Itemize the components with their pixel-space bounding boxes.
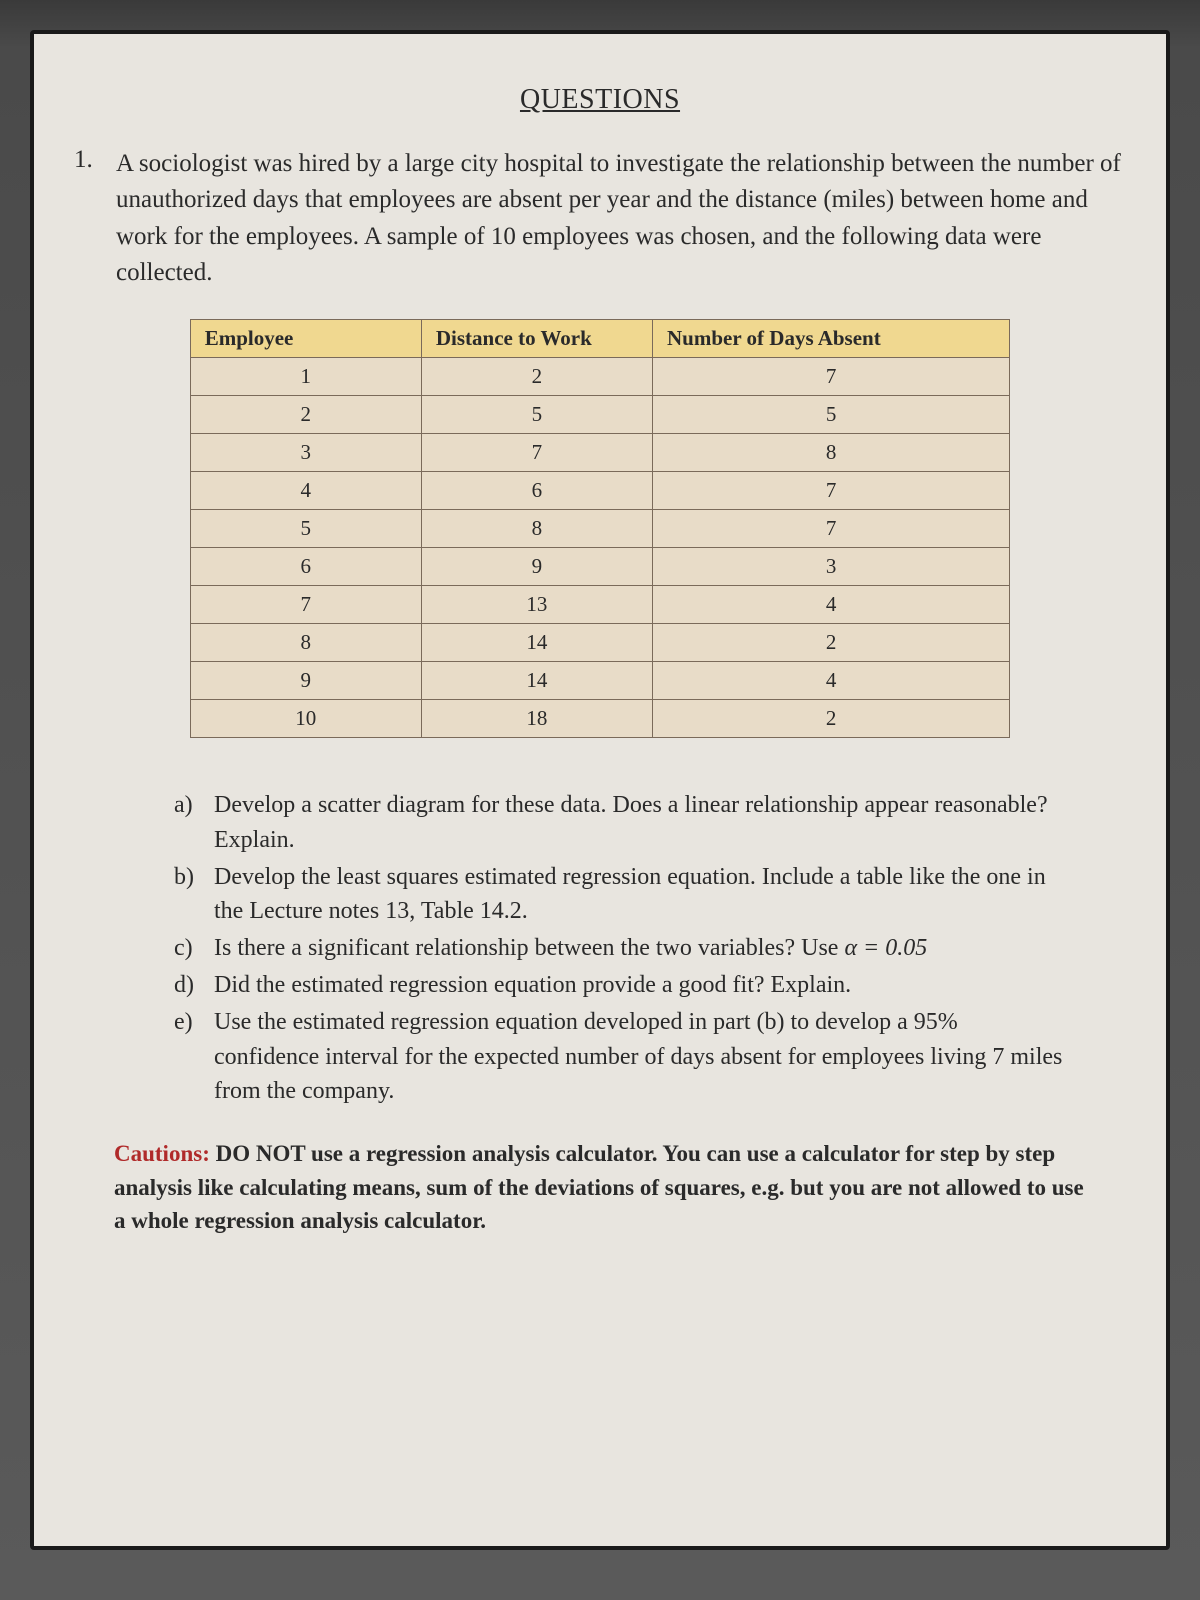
table-header-row: Employee Distance to Work Number of Days… [190,320,1010,358]
table-row: 127 [190,358,1010,396]
subquestion: a)Develop a scatter diagram for these da… [174,788,1066,858]
document-frame: QUESTIONS 1. A sociologist was hired by … [30,30,1170,1550]
table-cell: 13 [421,586,652,624]
table-cell: 7 [653,472,1010,510]
table-cell: 5 [190,510,421,548]
table-cell: 7 [190,586,421,624]
subquestion-label: d) [174,968,202,1003]
table-cell: 1 [190,358,421,396]
caution-text: DO NOT use a regression analysis calcula… [114,1141,1084,1233]
question-text: A sociologist was hired by a large city … [116,146,1126,291]
table-cell: 7 [421,434,652,472]
table-row: 467 [190,472,1010,510]
col-employee: Employee [190,320,421,358]
subquestion-label: e) [174,1005,202,1109]
employee-data-table: Employee Distance to Work Number of Days… [190,319,1011,738]
table-row: 10182 [190,700,1010,738]
table-cell: 8 [653,434,1010,472]
table-cell: 6 [190,548,421,586]
table-cell: 14 [421,662,652,700]
table-cell: 8 [421,510,652,548]
subquestion: b)Develop the least squares estimated re… [174,860,1066,930]
table-cell: 9 [421,548,652,586]
table-cell: 3 [653,548,1010,586]
table-cell: 4 [653,586,1010,624]
table-cell: 10 [190,700,421,738]
subquestion-text: Is there a significant relationship betw… [214,931,1066,966]
subquestion-text: Develop a scatter diagram for these data… [214,788,1066,858]
subquestion-list: a)Develop a scatter diagram for these da… [74,788,1126,1109]
caution-note: Cautions: DO NOT use a regression analys… [74,1137,1126,1237]
table-cell: 7 [653,358,1010,396]
table-cell: 4 [653,662,1010,700]
alpha-value: α = 0.05 [844,935,927,961]
table-cell: 2 [653,624,1010,662]
table-cell: 5 [421,396,652,434]
table-row: 587 [190,510,1010,548]
table-cell: 8 [190,624,421,662]
table-cell: 4 [190,472,421,510]
question-block: 1. A sociologist was hired by a large ci… [74,146,1126,291]
table-cell: 7 [653,510,1010,548]
subquestion-text: Use the estimated regression equation de… [214,1005,1066,1109]
table-row: 9144 [190,662,1010,700]
table-cell: 2 [421,358,652,396]
caution-label: Cautions: [114,1141,210,1166]
table-cell: 6 [421,472,652,510]
table-cell: 9 [190,662,421,700]
subquestion: d) Did the estimated regression equation … [174,968,1066,1003]
page-title: QUESTIONS [74,84,1126,116]
col-distance: Distance to Work [421,320,652,358]
table-cell: 2 [190,396,421,434]
table-row: 7134 [190,586,1010,624]
table-cell: 14 [421,624,652,662]
subquestion: e)Use the estimated regression equation … [174,1005,1066,1109]
subquestion-label: a) [174,788,202,858]
table-cell: 5 [653,396,1010,434]
question-number: 1. [74,146,102,291]
subquestion-text: Did the estimated regression equation pr… [214,968,1066,1003]
subquestion-text: Develop the least squares estimated regr… [214,860,1066,930]
table-row: 8142 [190,624,1010,662]
col-days-absent: Number of Days Absent [653,320,1010,358]
table-row: 255 [190,396,1010,434]
subquestion-label: b) [174,860,202,930]
subquestion: c) Is there a significant relationship be… [174,931,1066,966]
table-cell: 2 [653,700,1010,738]
table-row: 693 [190,548,1010,586]
table-cell: 18 [421,700,652,738]
table-cell: 3 [190,434,421,472]
subquestion-label: c) [174,931,202,966]
table-row: 378 [190,434,1010,472]
